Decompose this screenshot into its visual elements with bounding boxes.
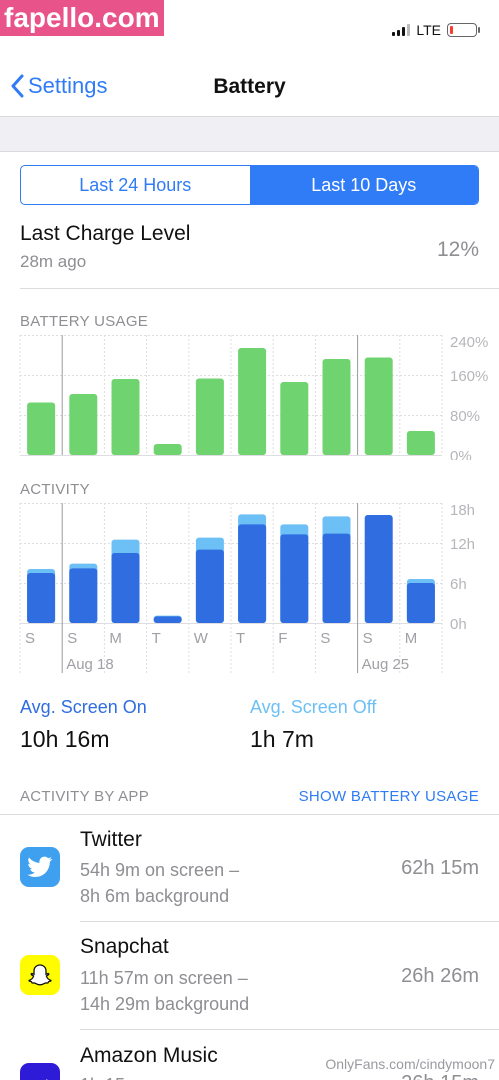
date-label: Aug 25 (362, 656, 410, 673)
avg-screen-on-label: Avg. Screen On (20, 697, 147, 717)
segment-last-10-days[interactable]: Last 10 Days (249, 166, 478, 204)
usage-bar (364, 357, 393, 455)
screen-on-bar (195, 549, 224, 623)
usage-bar (153, 444, 182, 455)
day-label: T (236, 630, 245, 647)
app-detail-onscreen: 11h 57m on screen – (80, 968, 248, 988)
avg-screen-off-value: 1h 7m (250, 726, 314, 752)
battery-usage-label: BATTERY USAGE (20, 313, 149, 330)
app-row-snapchat[interactable]: Snapchat 11h 57m on screen – 14h 29m bac… (0, 922, 499, 1030)
day-label: W (194, 630, 209, 647)
battery-usage-chart[interactable]: 240% 160% 80% 0% (0, 335, 499, 460)
y-tick-label: 12h (450, 536, 475, 553)
activity-label: ACTIVITY (20, 481, 90, 498)
screen-on-bar (364, 515, 393, 623)
usage-bar (69, 394, 98, 455)
usage-bar (280, 382, 309, 455)
usage-bar (406, 431, 435, 455)
screen-on-bar (280, 534, 309, 623)
usage-bar (322, 359, 351, 455)
snapchat-ghost-icon (20, 955, 60, 995)
separator (80, 1029, 499, 1030)
avg-screen-on: Avg. Screen On 10h 16m (20, 697, 147, 753)
last-charge-title: Last Charge Level (20, 222, 191, 245)
separator (20, 288, 499, 289)
page-title: Battery (213, 75, 286, 98)
show-battery-usage-link[interactable]: SHOW BATTERY USAGE (298, 788, 479, 805)
day-label: M (405, 630, 418, 647)
battery-status-icon (447, 23, 480, 37)
app-detail-background: 8h 6m background (80, 886, 230, 906)
avg-screen-off-label: Avg. Screen Off (250, 697, 377, 717)
screen-on-bar (27, 573, 56, 623)
avg-screen-on-value: 10h 16m (20, 726, 110, 752)
chevron-left-icon (11, 74, 24, 98)
y-tick-label: 240% (450, 335, 488, 351)
app-detail-onscreen: 54h 9m on screen – (80, 860, 240, 880)
navigation-bar: Settings Battery (0, 60, 499, 116)
screen-on-bar (111, 553, 140, 623)
app-row-amazon-music[interactable]: music Amazon Music 1h 15m 26h 15m (0, 1030, 499, 1080)
app-name: Twitter (80, 828, 142, 851)
y-tick-label: 160% (450, 368, 488, 385)
day-label: S (67, 630, 77, 647)
app-detail-onscreen: 1h 15m (80, 1072, 140, 1080)
day-label: S (363, 630, 373, 647)
separator (0, 814, 499, 815)
day-label: S (25, 630, 35, 647)
y-tick-label: 80% (450, 408, 480, 425)
usage-bar (195, 378, 224, 455)
amazon-music-icon: music (20, 1063, 60, 1080)
time-range-segmented-control: Last 24 Hours Last 10 Days (20, 165, 479, 205)
screen-on-bar (69, 568, 98, 623)
usage-bar (27, 402, 56, 455)
usage-bar (238, 348, 267, 455)
y-tick-label: 18h (450, 503, 475, 519)
activity-by-app-label: ACTIVITY BY APP (20, 788, 149, 805)
avg-screen-off: Avg. Screen Off 1h 7m (250, 697, 376, 753)
y-tick-label: 0h (450, 616, 467, 633)
app-total-time: 26h 26m (401, 965, 479, 987)
usage-bar (111, 379, 140, 455)
y-tick-label: 6h (450, 576, 467, 593)
day-label: F (278, 630, 287, 647)
day-label: T (152, 630, 161, 647)
back-label: Settings (28, 73, 108, 98)
watermark-logo: fapello.com (0, 0, 164, 36)
date-label: Aug 18 (66, 656, 114, 673)
screen-on-bar (153, 616, 182, 623)
activity-chart[interactable]: 18h 12h 6h 0h S S M T W T F S S M Aug 18 Aug 25 (0, 503, 499, 683)
status-bar: LTE (392, 22, 480, 38)
last-charge-row: Last Charge Level 28m ago 12% (20, 222, 479, 288)
twitter-bird-icon (20, 847, 60, 887)
app-row-twitter[interactable]: Twitter 54h 9m on screen – 8h 6m backgro… (0, 815, 499, 922)
app-name: Snapchat (80, 935, 169, 958)
app-name: Amazon Music (80, 1044, 218, 1067)
app-detail-background: 14h 29m background (80, 994, 250, 1014)
section-divider-band (0, 116, 499, 152)
signal-icon (392, 24, 411, 36)
day-label: M (109, 630, 122, 647)
app-total-time: 62h 15m (401, 857, 479, 879)
day-label: S (320, 630, 330, 647)
last-charge-level: 12% (436, 238, 479, 261)
last-charge-time: 28m ago (20, 252, 87, 271)
back-button[interactable]: Settings (10, 73, 108, 99)
app-total-time: 26h 15m (401, 1072, 479, 1080)
y-tick-label: 0% (450, 448, 472, 460)
separator (80, 921, 499, 922)
screen-on-bar (238, 524, 267, 623)
segment-last-24-hours[interactable]: Last 24 Hours (79, 174, 192, 195)
screen-on-bar (322, 533, 351, 623)
carrier-label: LTE (416, 22, 441, 38)
footer-watermark: OnlyFans.com/cindymoon7 (325, 1056, 495, 1072)
screen-on-bar (406, 583, 435, 623)
